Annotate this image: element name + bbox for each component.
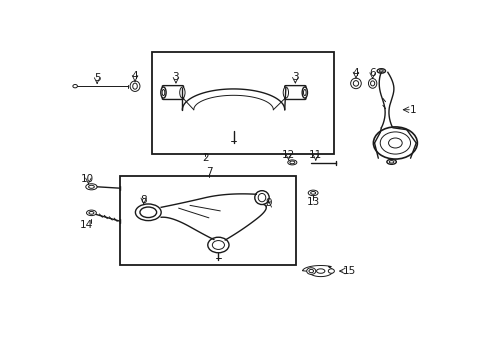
Ellipse shape <box>388 161 393 163</box>
Circle shape <box>327 269 334 273</box>
Circle shape <box>380 132 410 154</box>
FancyBboxPatch shape <box>162 86 183 99</box>
Ellipse shape <box>85 184 97 190</box>
Text: 10: 10 <box>80 174 93 184</box>
Circle shape <box>73 85 77 88</box>
Text: 4: 4 <box>352 68 359 78</box>
Ellipse shape <box>303 90 305 96</box>
Text: 9: 9 <box>265 198 271 208</box>
Ellipse shape <box>180 87 184 98</box>
Ellipse shape <box>316 269 324 273</box>
Text: 6: 6 <box>368 68 375 78</box>
Ellipse shape <box>368 78 376 88</box>
Ellipse shape <box>258 193 265 202</box>
Ellipse shape <box>350 78 361 89</box>
Text: 5: 5 <box>94 73 100 83</box>
Ellipse shape <box>254 191 268 204</box>
Ellipse shape <box>162 90 164 96</box>
Ellipse shape <box>386 159 395 164</box>
Ellipse shape <box>289 161 294 164</box>
Ellipse shape <box>161 87 166 98</box>
Text: 1: 1 <box>409 105 416 115</box>
Ellipse shape <box>140 207 156 217</box>
Ellipse shape <box>379 70 383 72</box>
Ellipse shape <box>86 210 96 216</box>
Ellipse shape <box>302 87 307 98</box>
Text: 14: 14 <box>80 220 93 230</box>
Text: 4: 4 <box>131 72 138 81</box>
Text: 11: 11 <box>308 150 322 159</box>
Bar <box>120 176 295 265</box>
Ellipse shape <box>283 87 288 98</box>
Ellipse shape <box>307 190 317 195</box>
Ellipse shape <box>132 83 137 89</box>
Bar <box>152 51 333 154</box>
Ellipse shape <box>376 69 385 73</box>
Circle shape <box>373 127 417 159</box>
Circle shape <box>212 240 224 249</box>
Text: 2: 2 <box>202 153 208 163</box>
Text: 8: 8 <box>140 195 147 205</box>
Ellipse shape <box>135 204 161 221</box>
Text: 3: 3 <box>291 72 298 82</box>
FancyBboxPatch shape <box>284 86 305 99</box>
Ellipse shape <box>370 81 374 86</box>
Ellipse shape <box>88 185 94 188</box>
Circle shape <box>308 269 313 273</box>
Text: 13: 13 <box>306 197 319 207</box>
Circle shape <box>388 138 401 148</box>
Ellipse shape <box>130 81 140 91</box>
Ellipse shape <box>310 192 315 194</box>
Text: 12: 12 <box>281 150 295 159</box>
Circle shape <box>207 237 228 253</box>
Ellipse shape <box>89 211 94 214</box>
Ellipse shape <box>287 160 296 165</box>
Text: 7: 7 <box>205 167 212 177</box>
Text: 15: 15 <box>342 266 355 276</box>
Ellipse shape <box>353 81 358 86</box>
Text: 3: 3 <box>172 72 179 82</box>
Circle shape <box>306 268 315 274</box>
